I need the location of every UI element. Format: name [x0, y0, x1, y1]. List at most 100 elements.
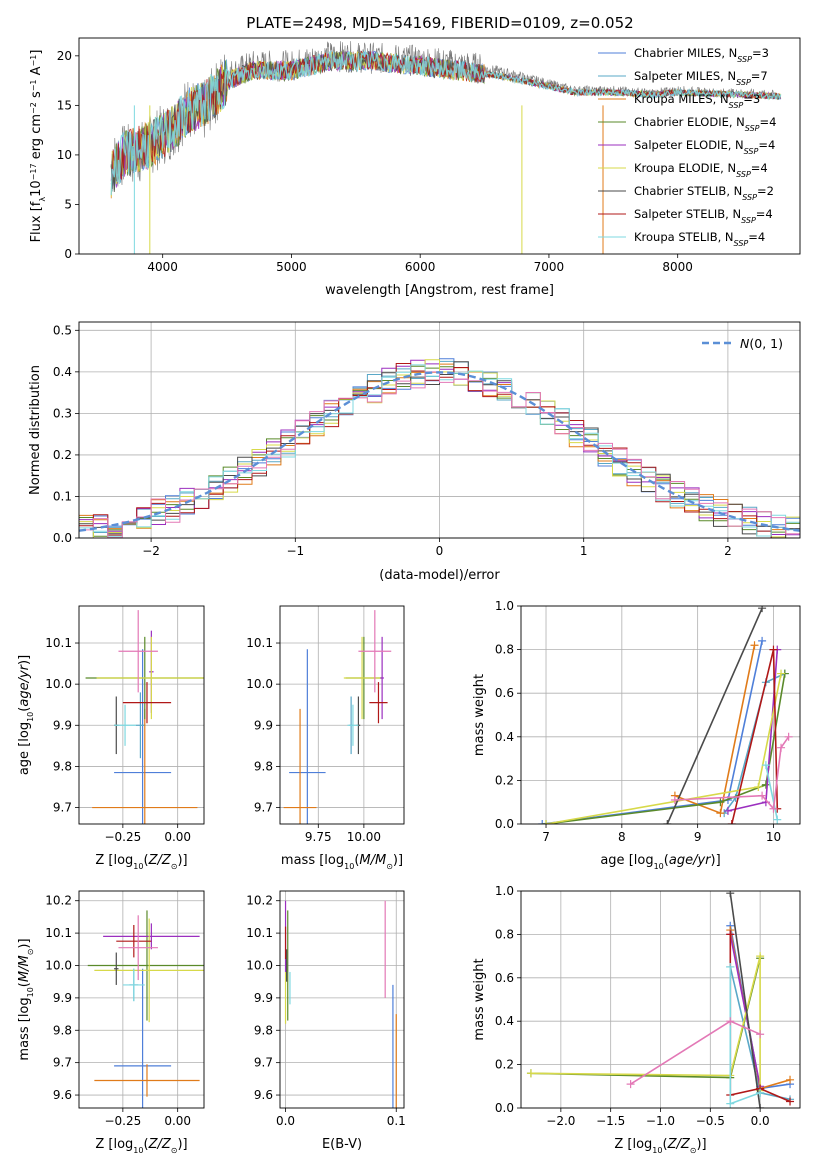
label-span: −1 [29, 55, 38, 67]
x-tick-label: 10 [766, 830, 781, 844]
x-tick-label: 7 [542, 830, 550, 844]
label-span: Chabrier MILES, N [634, 46, 737, 60]
x-tick-label: −2.0 [546, 1114, 575, 1128]
label-span: ( [17, 982, 32, 987]
plot-area [283, 610, 392, 824]
plot-area [110, 41, 782, 254]
y-tick-label: 0.8 [495, 927, 514, 941]
figure-title: PLATE=2498, MJD=54169, FIBERID=0109, z=0… [246, 14, 633, 32]
spectrum-model-line [110, 49, 782, 196]
y-tick-label: 9.7 [53, 1056, 72, 1070]
label-span: ⊙ [690, 1146, 697, 1155]
y-tick-label: 10.2 [45, 894, 72, 908]
label-span: Flux [f [29, 201, 44, 242]
label-span: Kroupa MILES, N [634, 92, 729, 106]
legend-label: Kroupa STELIB, NSSP=4 [634, 230, 765, 248]
label-span: 10 [652, 1146, 662, 1155]
plot-area [85, 610, 204, 824]
label-span: ⊙ [386, 862, 393, 871]
label-span: SSP [736, 170, 751, 179]
weight-marker [761, 761, 770, 770]
x-tick-label: 9.75 [305, 830, 332, 844]
plot-area [79, 358, 800, 538]
label-span: Kroupa ELODIE, N [634, 161, 736, 175]
y-tick-label: 0.2 [495, 773, 514, 787]
label-span: SSP [734, 239, 749, 248]
weight-marker [726, 1099, 735, 1108]
x-tick-label: −1.5 [596, 1114, 625, 1128]
weight-marker [754, 782, 763, 791]
label-span: −1 [29, 79, 38, 91]
label-span: )] [177, 1137, 187, 1152]
legend-label: Chabrier ELODIE, NSSP=4 [634, 115, 776, 133]
label-span: ( [143, 1137, 148, 1152]
label-span: Salpeter STELIB, N [634, 207, 741, 221]
y-tick-label: 10.0 [246, 677, 273, 691]
weight-line [729, 934, 761, 1087]
label-span: mass [log [281, 853, 344, 868]
label-span: Chabrier ELODIE, N [634, 115, 745, 129]
label-span: ⊙ [171, 862, 178, 871]
weight-marker [526, 1069, 535, 1078]
y-tick-label: 0.1 [53, 489, 72, 503]
label-span: mass [log [17, 997, 32, 1060]
label-span: =3 [743, 92, 760, 106]
label-span: Z/Z [667, 1137, 691, 1152]
x-tick-label: 9 [694, 830, 702, 844]
label-span: )] [17, 938, 32, 948]
weight-marker [773, 815, 782, 824]
label-span: SSP [745, 124, 760, 133]
y-tick-label: 0.2 [495, 1058, 514, 1072]
label-span: )] [696, 1137, 706, 1152]
label-span: )] [711, 853, 721, 868]
weight-marker [777, 669, 786, 678]
legend-label: Salpeter ELODIE, NSSP=4 [634, 138, 775, 156]
weight-marker [750, 641, 759, 650]
label-span: =4 [748, 230, 765, 244]
chart-mass_weight_vs_age: 7 8 9 10 0.0 0.2 0.4 0.6 0.8 1.0 mass weight age [l… [472, 599, 801, 871]
y-tick-label: 9.6 [254, 1088, 273, 1102]
y-tick-label: 0.5 [53, 323, 72, 337]
chart-age_vs_Z: −0.25 0.009.79.89.910.010.1Z [log10(Z/Z⊙)… [17, 605, 205, 871]
chart-mass_vs_EBV: 0.0 0.1 9.6 9.7 9.8 9.9 10.0 10.1 10.2 E(B-V) [246, 890, 406, 1152]
y-tick-label: 0.2 [53, 448, 72, 462]
chart-age_vs_mass: 9.75 10.00 9.7 9.8 9.9 10.0 10.1 mass [log10(M/… [246, 605, 405, 871]
weight-marker [726, 1017, 735, 1026]
x-tick-label: 2 [724, 544, 732, 558]
y-axis-label: Normed distribution [28, 365, 43, 495]
label-span: Z [log [95, 1137, 133, 1152]
label-span: M/M [359, 853, 386, 868]
weight-marker [761, 780, 770, 789]
x-tick-label: −0.5 [696, 1114, 725, 1128]
y-tick-label: 0 [64, 247, 72, 261]
weight-marker [758, 606, 767, 613]
label-span: −2 [29, 102, 38, 114]
label-span: Z [log [614, 1137, 652, 1152]
weight-marker [758, 791, 767, 800]
x-tick-label: −0.25 [104, 830, 141, 844]
chart-spectrum: 4000 5000 6000 7000 8000 0 5 10 15 20 wavelength [… [29, 37, 801, 298]
weight-marker [670, 796, 679, 805]
label-span: ] [29, 50, 44, 55]
y-tick-label: 10 [57, 148, 72, 162]
y-tick-label: 0.0 [495, 817, 514, 831]
label-span: =3 [752, 46, 769, 60]
weight-marker [769, 645, 778, 654]
legend-label: N(0, 1) [740, 336, 783, 351]
label-span: 10 [29, 180, 44, 197]
x-tick-label: −1.0 [646, 1114, 675, 1128]
y-axis-label: mass weight [472, 674, 487, 756]
x-tick-label: −2 [142, 544, 160, 558]
weight-marker [538, 820, 547, 824]
label-span: ⊙ [26, 949, 35, 956]
label-span: age/yr [669, 853, 712, 868]
x-tick-label: −0.25 [104, 1114, 141, 1128]
legend-label: Kroupa MILES, NSSP=3 [634, 92, 760, 110]
y-tick-label: 9.9 [53, 718, 72, 732]
x-tick-label: 4000 [147, 260, 178, 274]
weight-line [545, 673, 782, 824]
y-tick-label: 10.0 [45, 677, 72, 691]
weight-marker [756, 1104, 765, 1108]
y-tick-label: 0.0 [495, 1101, 514, 1115]
chart-mass_vs_Z: −0.25 0.009.69.79.89.910.010.110.2Z [log1… [17, 890, 205, 1155]
